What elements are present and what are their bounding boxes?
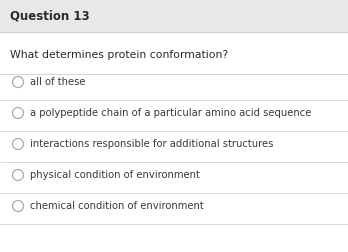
- Text: Question 13: Question 13: [10, 10, 90, 22]
- Bar: [0, 32, 348, 252]
- Text: What determines protein conformation?: What determines protein conformation?: [10, 50, 228, 60]
- Text: a polypeptide chain of a particular amino acid sequence: a polypeptide chain of a particular amin…: [30, 108, 311, 118]
- Text: physical condition of environment: physical condition of environment: [30, 170, 199, 180]
- Text: interactions responsible for additional structures: interactions responsible for additional …: [30, 139, 273, 149]
- Bar: [0, 0, 348, 32]
- Text: chemical condition of environment: chemical condition of environment: [30, 201, 203, 211]
- Text: all of these: all of these: [30, 77, 85, 87]
